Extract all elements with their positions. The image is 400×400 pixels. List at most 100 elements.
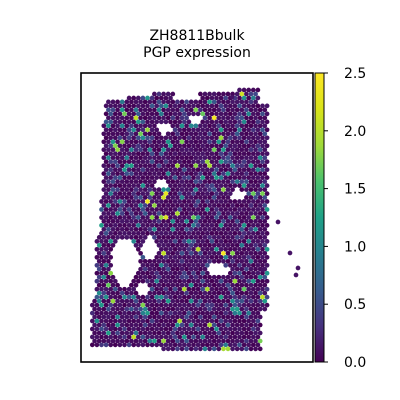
expression-spot bbox=[122, 302, 127, 308]
expression-spot bbox=[204, 103, 210, 109]
expression-spot bbox=[227, 286, 233, 292]
expression-spot bbox=[96, 290, 102, 296]
expression-spot bbox=[246, 119, 252, 125]
expression-spot bbox=[248, 219, 254, 224]
expression-spot bbox=[248, 330, 254, 336]
expression-spot bbox=[195, 215, 201, 220]
expression-spot bbox=[195, 310, 201, 316]
expression-spot bbox=[207, 227, 212, 232]
expression-spot bbox=[244, 187, 249, 192]
expression-spot bbox=[152, 298, 157, 304]
expression-spot bbox=[165, 242, 171, 248]
expression-spot bbox=[230, 266, 235, 272]
expression-spot bbox=[209, 318, 215, 324]
expression-spot bbox=[232, 270, 238, 276]
expression-spot bbox=[115, 219, 120, 224]
expression-spot bbox=[204, 231, 210, 236]
expression-spot bbox=[117, 231, 123, 236]
expression-spot bbox=[225, 330, 231, 336]
expression-spot bbox=[112, 239, 118, 244]
expression-spot bbox=[142, 131, 148, 137]
expression-spot bbox=[246, 87, 252, 93]
expression-spot bbox=[211, 171, 217, 176]
expression-spot bbox=[264, 175, 270, 180]
expression-spot bbox=[237, 302, 242, 308]
expression-spot bbox=[156, 115, 162, 121]
expression-spot bbox=[106, 242, 111, 248]
expression-spot bbox=[133, 147, 139, 153]
expression-spot bbox=[202, 163, 208, 169]
expression-spot bbox=[257, 242, 263, 248]
expression-spot bbox=[209, 103, 215, 109]
expression-spot bbox=[108, 286, 114, 292]
expression-spot bbox=[264, 135, 270, 141]
expression-spot bbox=[232, 286, 238, 292]
expression-spot bbox=[158, 246, 164, 252]
expression-spot bbox=[149, 318, 155, 324]
expression-spot bbox=[255, 294, 261, 300]
expression-spot bbox=[239, 123, 245, 129]
expression-spot bbox=[154, 151, 160, 157]
expression-spot bbox=[158, 111, 164, 117]
expression-spot bbox=[204, 342, 210, 348]
expression-spot bbox=[253, 171, 258, 176]
expression-spot bbox=[202, 266, 208, 272]
expression-spot bbox=[124, 187, 130, 192]
expression-spot bbox=[161, 171, 166, 176]
expression-spot bbox=[234, 171, 240, 176]
expression-spot bbox=[221, 330, 226, 336]
expression-spot bbox=[188, 266, 194, 272]
expression-spot bbox=[168, 167, 173, 173]
expression-spot bbox=[119, 195, 125, 200]
expression-spot bbox=[225, 298, 231, 304]
expression-spot bbox=[154, 326, 160, 332]
expression-spot bbox=[142, 266, 148, 272]
expression-spot bbox=[179, 314, 185, 320]
expression-spot bbox=[149, 334, 155, 340]
expression-spot bbox=[257, 258, 263, 264]
expression-spot bbox=[221, 346, 226, 352]
expression-spot bbox=[225, 99, 231, 105]
expression-spot bbox=[193, 163, 199, 169]
expression-spot bbox=[101, 274, 107, 280]
expression-spot bbox=[126, 342, 132, 348]
expression-spot bbox=[241, 326, 247, 332]
expression-spot bbox=[103, 278, 109, 284]
expression-spot bbox=[214, 95, 219, 101]
expression-spot bbox=[204, 286, 210, 292]
expression-spot bbox=[237, 95, 242, 101]
expression-spot bbox=[264, 254, 270, 260]
expression-spot bbox=[149, 286, 155, 292]
expression-spot bbox=[115, 179, 120, 184]
expression-spot bbox=[126, 302, 132, 308]
expression-spot bbox=[239, 179, 245, 184]
expression-spot bbox=[168, 223, 173, 228]
expression-spot bbox=[223, 119, 229, 125]
expression-spot bbox=[152, 219, 157, 224]
expression-spot bbox=[152, 330, 157, 336]
expression-spot bbox=[156, 314, 162, 320]
expression-spot bbox=[216, 322, 222, 328]
expression-spot bbox=[195, 223, 201, 228]
expression-spot bbox=[145, 111, 150, 117]
expression-spot bbox=[142, 155, 148, 161]
expression-spot bbox=[158, 262, 164, 268]
expression-spot bbox=[246, 223, 252, 228]
expression-spot bbox=[133, 338, 139, 344]
expression-spot bbox=[264, 199, 270, 204]
expression-spot bbox=[227, 175, 233, 180]
expression-spot bbox=[207, 242, 212, 248]
expression-spot bbox=[149, 143, 155, 149]
expression-spot bbox=[239, 306, 245, 312]
expression-spot bbox=[145, 119, 150, 125]
expression-spot bbox=[152, 131, 157, 137]
expression-spot bbox=[211, 346, 217, 352]
expression-spot bbox=[175, 211, 180, 216]
expression-spot bbox=[108, 199, 114, 204]
expression-spot bbox=[195, 326, 201, 332]
expression-spot bbox=[152, 338, 157, 344]
expression-spot bbox=[152, 274, 157, 280]
expression-spot bbox=[223, 254, 229, 260]
expression-spot bbox=[158, 326, 164, 332]
expression-spot bbox=[154, 231, 160, 236]
